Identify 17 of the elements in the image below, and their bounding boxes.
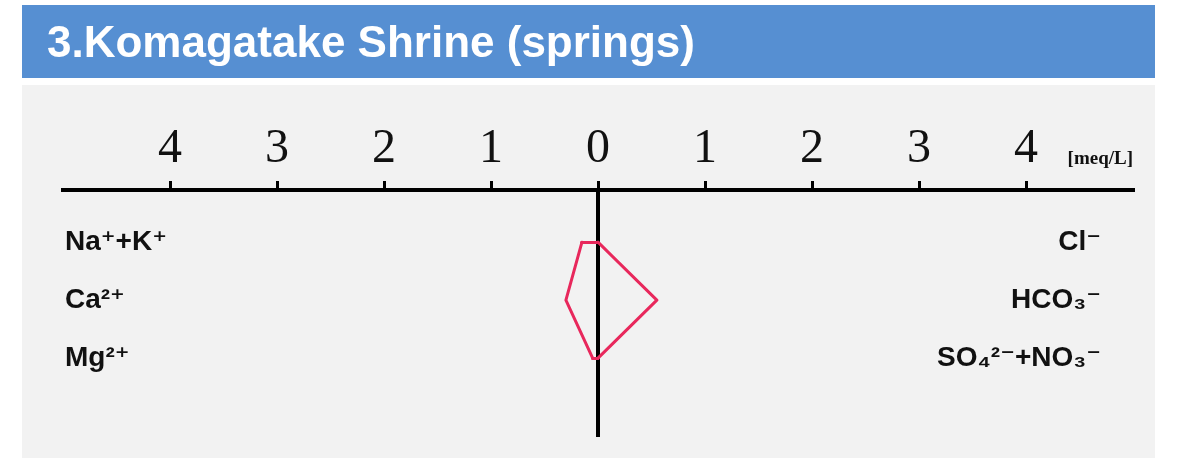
x-axis-title: [meq/L] <box>1067 147 1133 168</box>
x-tick-label: 3 <box>265 118 289 172</box>
x-tick-label: 2 <box>800 118 824 172</box>
x-tick-label: 0 <box>586 118 610 172</box>
y2-tick-label: Cl⁻ <box>1058 224 1101 256</box>
x-tick-label: 2 <box>372 118 396 172</box>
y-tick-label: Na⁺+K⁺ <box>65 224 167 256</box>
x-tick-label: 4 <box>158 118 182 172</box>
x-tick-label: 3 <box>907 118 931 172</box>
y-tick-label: Ca²⁺ <box>65 282 125 314</box>
chart-title: 3.Komagatake Shrine (springs) <box>47 17 695 67</box>
x-tick-label: 1 <box>479 118 503 172</box>
x-tick-label: 4 <box>1014 118 1038 172</box>
x-tick-label: 1 <box>693 118 717 172</box>
y-tick-label: Mg²⁺ <box>65 340 130 372</box>
y2-tick-label: SO₄²⁻+NO₃⁻ <box>937 340 1101 372</box>
y2-tick-label: HCO₃⁻ <box>1011 282 1101 314</box>
